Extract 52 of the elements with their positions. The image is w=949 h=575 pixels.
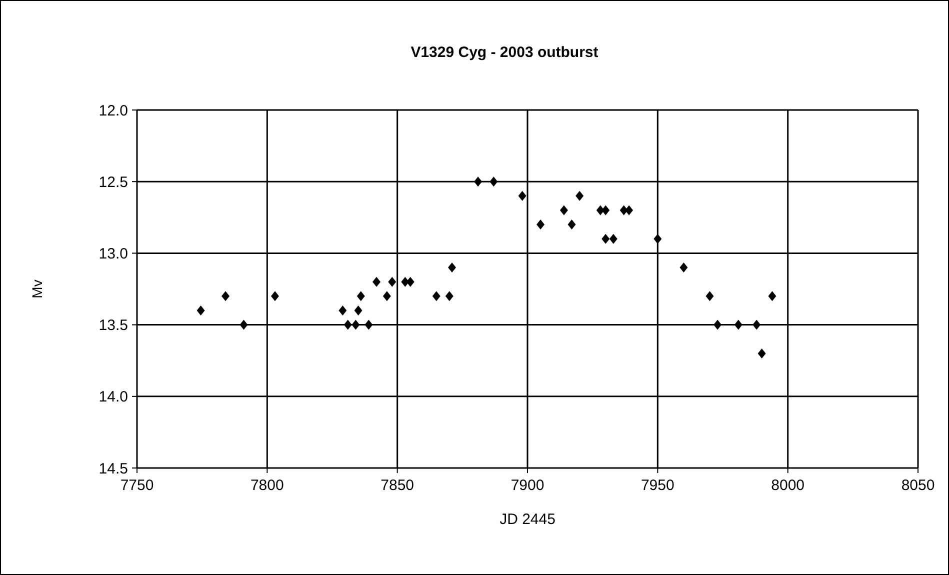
point [432, 291, 440, 302]
point [372, 276, 381, 287]
point [654, 234, 662, 244]
point [706, 291, 714, 302]
point [625, 205, 634, 216]
point [356, 291, 365, 302]
y-tick-label: 14.5 [98, 460, 128, 478]
point [364, 320, 373, 330]
point [768, 291, 776, 302]
point [568, 220, 576, 230]
point [734, 320, 742, 330]
point [196, 305, 205, 316]
point [338, 305, 347, 316]
point [382, 291, 391, 302]
point [474, 176, 482, 187]
point [602, 205, 610, 216]
point [354, 305, 362, 316]
point [222, 291, 230, 302]
point [352, 320, 360, 330]
point [344, 320, 352, 330]
chart-title: V1329 Cyg - 2003 outburst [410, 44, 598, 61]
y-tick-label: 12.0 [98, 102, 128, 120]
point [448, 262, 456, 273]
point [406, 276, 414, 287]
point [560, 205, 568, 216]
x-tick-label: 8050 [901, 477, 935, 494]
x-axis-title: JD 2445 [500, 511, 556, 528]
point [490, 176, 498, 187]
y-tick-label: 14.0 [98, 388, 128, 406]
point [240, 320, 248, 330]
point [576, 190, 584, 201]
x-tick-label: 8000 [771, 477, 805, 494]
y-tick-label: 12.5 [98, 174, 128, 191]
y-tick-label: 13.0 [98, 245, 128, 262]
point [518, 190, 526, 201]
point [714, 320, 722, 330]
x-tick-label: 7750 [120, 477, 154, 494]
point [609, 234, 618, 244]
point [752, 320, 761, 330]
point [270, 291, 279, 302]
point [680, 262, 688, 273]
point [758, 348, 766, 358]
point [536, 220, 545, 230]
x-tick-label: 7950 [640, 477, 674, 494]
y-tick-label: 13.5 [98, 317, 128, 334]
y-axis-title: Mv [29, 280, 45, 298]
x-tick-label: 7850 [380, 477, 414, 494]
point [445, 291, 454, 302]
x-tick-label: 7800 [250, 477, 284, 494]
x-tick-label: 7900 [510, 477, 544, 494]
point [602, 234, 610, 244]
point [388, 276, 396, 287]
